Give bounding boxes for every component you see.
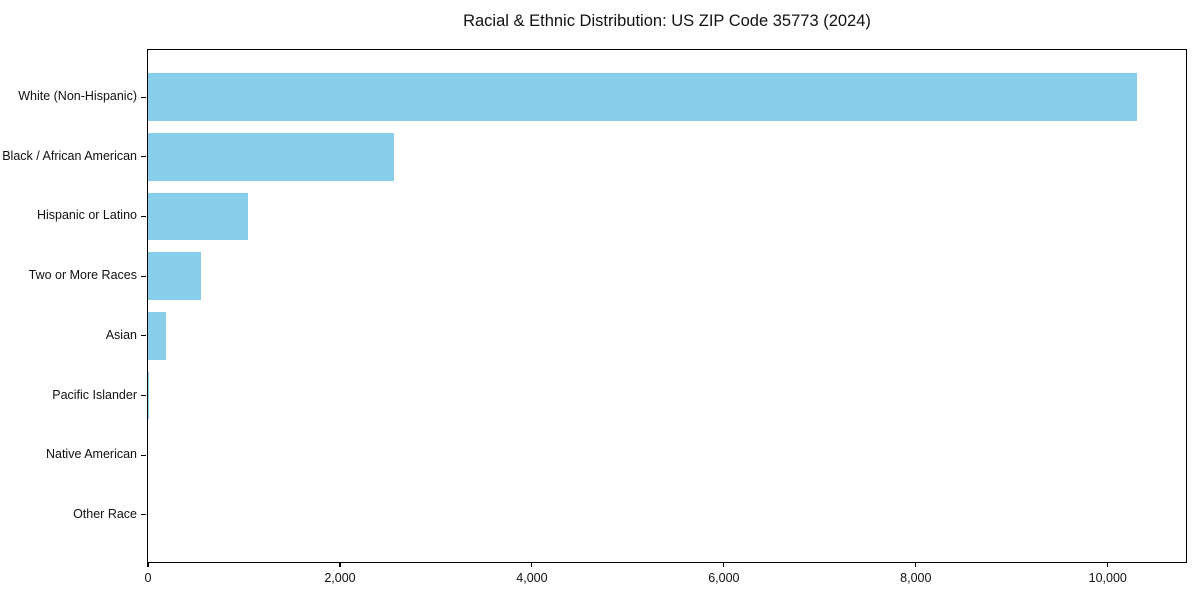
x-tick-label: 0 [144,571,152,585]
plot-area: White (Non-Hispanic) Black / African Amer… [2,49,1187,585]
y-tick-mark [141,394,146,397]
y-tick-mark [141,514,146,516]
y-tick-label: Other Race [73,506,137,521]
y-tick-mark [141,156,146,158]
y-tick-label: Pacific Islander [52,387,137,402]
y-tick-mark [141,275,146,277]
y-tick-mark [141,215,146,218]
y-tick-mark [141,454,146,456]
bar-black-african-american [148,132,394,181]
chart-title: Racial & Ethnic Distribution: US ZIP Cod… [463,12,871,30]
x-tick-mark [915,562,917,567]
x-tick-label: 8,000 [900,571,932,585]
y-tick-label: White (Non-Hispanic) [18,89,137,104]
x-tick-mark [339,562,341,567]
y-tick-label: Hispanic or Latino [36,208,137,223]
bar-white-non-hispanic [148,73,1137,121]
x-tick-label: 6,000 [708,571,740,585]
x-tick-label: 4,000 [516,571,548,585]
y-tick-label: Black / African American [2,148,137,163]
y-tick-mark [141,335,146,337]
x-tick-mark [723,562,725,567]
y-tick-label: Two or More Races [28,268,137,283]
x-tick-mark [531,562,533,567]
bar-pacific-islander [148,371,149,420]
bar-two-or-more-races [148,252,201,301]
x-tick-label: 2,000 [324,571,356,585]
y-tick-mark [141,96,146,98]
bar-asian [148,311,166,360]
x-tick-mark [1107,562,1109,567]
bar-hispanic-or-latino [148,192,248,241]
y-tick-label: Asian [105,327,137,342]
x-tick-mark [147,562,149,567]
y-tick-label: Native American [45,447,137,462]
x-tick-label: 10,000 [1088,571,1127,585]
